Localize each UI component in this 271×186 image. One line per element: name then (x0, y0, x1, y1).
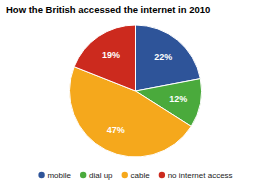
legend-label: mobile (47, 171, 71, 180)
title: How the British accessed the internet in… (6, 4, 210, 15)
legend-marker (122, 172, 128, 178)
legend-label: cable (131, 171, 151, 180)
data-label: 12% (169, 94, 187, 104)
data-label: 22% (154, 52, 172, 62)
slice (74, 25, 135, 91)
legend-marker (80, 172, 86, 178)
legend-label: no internet access (168, 171, 233, 180)
data-label: 47% (107, 125, 125, 135)
legend-label: dial up (89, 171, 113, 180)
legend: mobile dial up cable no internet access (38, 171, 232, 180)
slices (69, 25, 201, 157)
data-label: 19% (102, 50, 120, 60)
legend-marker (159, 172, 165, 178)
chart: How the British accessed the internet in… (0, 0, 271, 186)
legend-marker (38, 172, 44, 178)
